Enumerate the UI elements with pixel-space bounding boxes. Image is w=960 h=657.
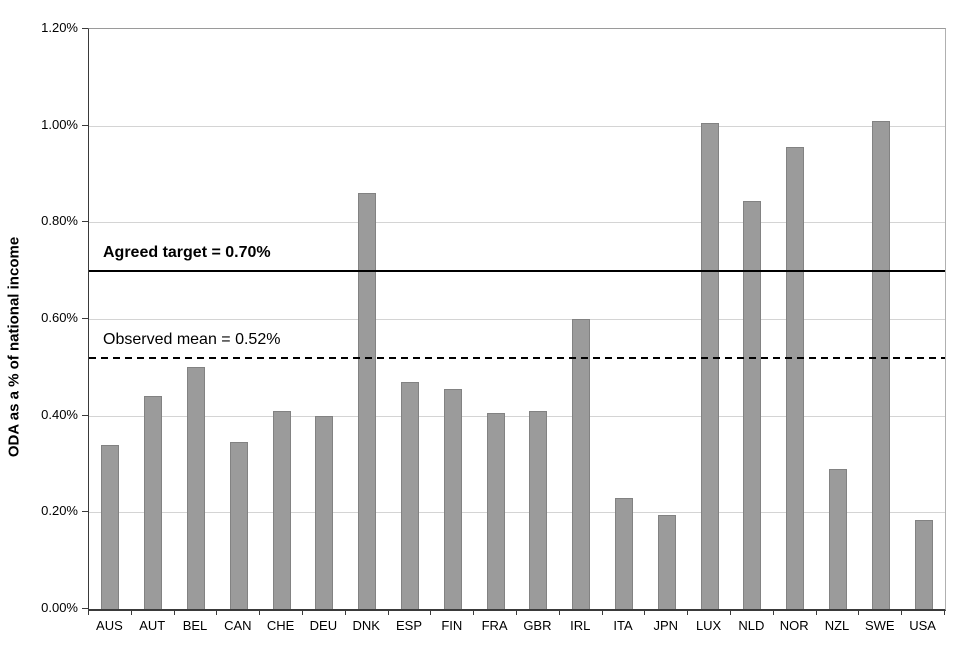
bar-ita [615, 497, 633, 609]
y-tick-label-0.40%: 0.40% [41, 406, 78, 422]
gridline-0.20 [89, 512, 945, 514]
x-tick-mark-19 [901, 610, 903, 615]
y-tick-label-0.00%: 0.00% [41, 600, 78, 615]
x-tick-label-deu: DEU [309, 618, 338, 633]
x-tick-label-dnk: DNK [352, 618, 380, 633]
bar-nzl [829, 468, 847, 609]
x-tick-label-aut: AUT [139, 618, 166, 633]
bar-gbr [529, 410, 548, 609]
x-tick-mark-10 [516, 610, 517, 615]
x-tick-mark-2 [173, 610, 175, 615]
x-tick-mark-18 [858, 610, 860, 615]
x-tick-label-lux: LUX [695, 618, 722, 633]
x-tick-label-jpn: JPN [653, 618, 679, 633]
x-tick-mark-8 [430, 610, 432, 615]
x-tick-mark-15 [730, 610, 731, 615]
bar-fra [486, 413, 505, 609]
x-tick-label-swe: SWE [864, 618, 895, 633]
x-tick-mark-14 [687, 610, 689, 615]
agreed-target-line [89, 269, 945, 272]
y-tick-mark-0.60% [82, 318, 88, 319]
y-tick-mark-0.00% [82, 608, 88, 609]
x-tick-label-irl: IRL [570, 618, 591, 633]
y-tick-mark-0.20% [82, 511, 88, 513]
bar-nor [786, 147, 805, 609]
y-tick-label-1.20%: 1.20% [41, 20, 78, 35]
x-tick-label-bel: BEL [182, 618, 208, 633]
observed-mean-line [89, 356, 945, 359]
x-tick-mark-11 [558, 610, 560, 615]
y-tick-mark-0.80% [82, 221, 88, 223]
x-tick-mark-3 [216, 610, 218, 615]
bar-fin [443, 389, 462, 609]
bar-irl [572, 319, 591, 609]
bar-bel [187, 367, 205, 609]
y-tick-mark-1.20% [82, 28, 88, 29]
y-tick-label-0.60%: 0.60% [41, 310, 78, 325]
bar-esp [401, 381, 419, 609]
x-tick-label-fin: FIN [441, 618, 463, 633]
x-tick-mark-12 [601, 610, 603, 615]
bar-dnk [358, 193, 377, 609]
x-tick-label-aus: AUS [96, 618, 123, 633]
gridline-1.00 [89, 125, 945, 127]
bar-swe [871, 120, 890, 609]
x-tick-mark-7 [387, 610, 389, 615]
x-tick-label-nor: NOR [779, 618, 809, 633]
agreed-target-label: Agreed target = 0.70% [103, 243, 271, 261]
x-tick-label-esp: ESP [395, 618, 422, 633]
y-tick-label-0.20%: 0.20% [41, 503, 78, 519]
bar-deu [315, 415, 334, 609]
bar-aus [101, 444, 120, 609]
plot-area: Agreed target = 0.70% Observed mean = 0.… [88, 28, 946, 611]
x-tick-mark-6 [344, 610, 346, 615]
bar-aut [144, 396, 163, 609]
bar-usa [914, 519, 933, 609]
y-tick-label-0.80%: 0.80% [41, 213, 78, 229]
x-tick-label-che: CHE [266, 618, 295, 633]
y-tick-mark-1.00% [82, 124, 88, 126]
x-tick-mark-13 [644, 610, 646, 615]
x-tick-label-nzl: NZL [824, 618, 850, 633]
bar-che [272, 410, 291, 609]
x-tick-label-gbr: GBR [523, 618, 552, 633]
bar-lux [700, 123, 719, 609]
gridline-0.80 [89, 222, 945, 224]
x-tick-mark-0 [88, 610, 89, 615]
y-tick-mark-0.40% [82, 414, 88, 416]
x-tick-label-fra: FRA [481, 618, 508, 633]
bar-nld [743, 200, 762, 609]
gridline-0.40 [89, 415, 945, 417]
x-tick-mark-1 [130, 610, 132, 615]
gridline-0.60 [89, 319, 945, 320]
x-tick-mark-4 [259, 610, 261, 615]
x-tick-mark-17 [815, 610, 817, 615]
x-tick-label-ita: ITA [613, 618, 633, 633]
observed-mean-label: Observed mean = 0.52% [103, 330, 281, 348]
x-tick-mark-9 [473, 610, 475, 615]
x-tick-label-usa: USA [909, 618, 936, 633]
x-tick-mark-20 [944, 610, 945, 615]
y-tick-label-1.00%: 1.00% [41, 116, 78, 132]
bar-can [229, 442, 248, 609]
y-axis-title: ODA as a % of national income [5, 236, 23, 458]
x-tick-label-can: CAN [224, 618, 252, 633]
bar-jpn [657, 514, 676, 609]
x-tick-mark-16 [772, 610, 774, 615]
x-tick-mark-5 [302, 610, 303, 615]
x-tick-label-nld: NLD [738, 618, 765, 633]
